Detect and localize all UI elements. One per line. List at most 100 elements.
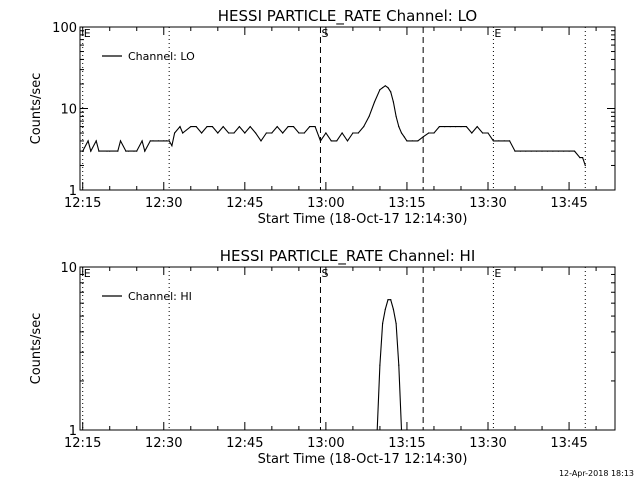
data-point	[398, 126, 400, 128]
data-point	[563, 150, 565, 152]
y-axis-label: Counts/sec	[29, 73, 44, 145]
data-point	[568, 150, 570, 152]
legend-entry: Channel: HI	[128, 290, 192, 303]
data-point	[190, 126, 192, 128]
data-point	[379, 364, 381, 366]
data-point	[117, 150, 119, 152]
data-point	[90, 150, 92, 152]
data-point	[444, 126, 446, 128]
x-tick-label: 13:30	[469, 196, 506, 211]
data-point	[384, 85, 386, 87]
data-point	[406, 140, 408, 142]
y-tick-label: 10	[60, 261, 77, 276]
data-point	[471, 132, 473, 134]
data-point	[582, 157, 584, 159]
x-tick-label: 12:45	[226, 436, 263, 451]
data-point	[455, 126, 457, 128]
data-point	[400, 132, 403, 134]
data-point	[376, 429, 378, 430]
data-point	[498, 140, 500, 142]
x-axis-label: Start Time (18-Oct-17 12:14:30)	[258, 212, 468, 227]
data-point	[392, 101, 394, 103]
x-tick-label: 12:45	[226, 196, 263, 211]
data-point	[546, 150, 549, 152]
data-point	[149, 140, 151, 142]
data-point	[325, 132, 327, 134]
data-point	[530, 150, 532, 152]
data-point	[141, 140, 143, 142]
data-point	[382, 322, 384, 325]
data-point	[417, 140, 419, 142]
x-tick-label: 13:45	[550, 436, 587, 451]
x-tick-label: 12:15	[64, 436, 101, 451]
data-point	[584, 164, 586, 167]
data-point	[298, 132, 300, 134]
y-tick-label: 10	[60, 103, 77, 118]
data-point	[244, 132, 246, 134]
data-point	[387, 87, 389, 89]
data-point	[309, 126, 311, 128]
data-point	[82, 150, 84, 152]
x-tick-label: 13:30	[469, 436, 506, 451]
data-point	[125, 150, 127, 152]
data-point	[368, 115, 370, 117]
data-point	[265, 132, 267, 134]
data-point	[98, 150, 100, 152]
y-tick-label: 1	[69, 184, 77, 199]
data-point	[128, 150, 130, 152]
data-point	[460, 126, 462, 128]
data-point	[276, 126, 278, 128]
data-point	[557, 150, 559, 152]
data-point	[579, 157, 581, 159]
data-point	[514, 150, 516, 152]
data-point	[179, 126, 181, 128]
data-point	[271, 132, 273, 134]
generation-timestamp: 12-Apr-2018 18:13	[558, 469, 634, 478]
data-point	[314, 126, 316, 128]
x-tick-label: 13:00	[307, 196, 344, 211]
data-point	[174, 132, 176, 134]
data-point	[106, 150, 108, 152]
legend-entry: Channel: LO	[128, 50, 195, 63]
data-point	[398, 364, 400, 366]
data-point	[109, 150, 111, 152]
data-point	[363, 126, 365, 128]
data-point	[217, 132, 219, 134]
x-axis-label: Start Time (18-Oct-17 12:14:30)	[258, 452, 468, 467]
data-point	[292, 126, 295, 128]
data-point	[379, 89, 381, 91]
marker-label: E	[84, 267, 91, 280]
data-point	[133, 150, 135, 152]
data-point	[387, 299, 389, 301]
data-point	[573, 150, 576, 152]
x-tick-label: 13:15	[388, 196, 425, 211]
data-point	[487, 132, 489, 134]
data-point	[482, 132, 484, 134]
x-tick-label: 13:15	[388, 436, 425, 451]
data-point	[222, 126, 224, 128]
chart-title: HESSI PARTICLE_RATE Channel: LO	[218, 7, 477, 26]
chart-title: HESSI PARTICLE_RATE Channel: HI	[220, 247, 476, 266]
data-point	[476, 126, 478, 128]
data-point	[357, 132, 359, 134]
data-point	[390, 91, 392, 93]
data-point	[182, 132, 184, 134]
marker-label: S	[321, 27, 328, 40]
data-point	[319, 140, 322, 142]
data-point	[395, 115, 397, 117]
data-point	[390, 299, 392, 301]
data-point	[157, 140, 159, 142]
data-point	[382, 87, 384, 89]
data-point	[400, 429, 403, 430]
data-point	[492, 140, 494, 142]
data-point	[552, 150, 554, 152]
x-tick-label: 12:15	[64, 196, 101, 211]
data-point	[303, 132, 305, 134]
y-axis-label: Counts/sec	[29, 313, 44, 385]
series-line	[82, 85, 586, 166]
x-tick-label: 12:30	[145, 436, 182, 451]
data-point	[541, 150, 543, 152]
data-point	[228, 132, 230, 134]
data-point	[255, 132, 257, 134]
data-point	[287, 126, 289, 128]
